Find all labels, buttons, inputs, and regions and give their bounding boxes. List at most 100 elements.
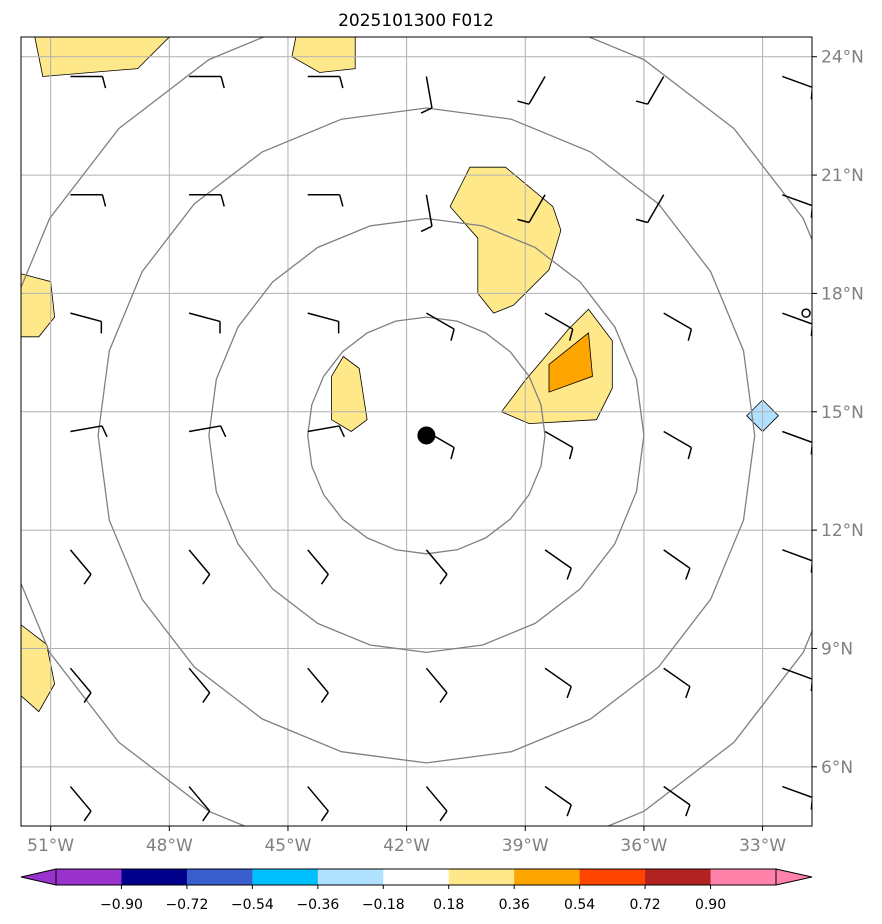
wind-barb <box>188 549 211 585</box>
colorbar-extend-low <box>20 868 57 886</box>
lon-tick-label: 45°W <box>264 836 311 856</box>
filled-region-outline-7 <box>21 624 56 713</box>
filled-region-1 <box>291 37 356 73</box>
wind-barb <box>307 312 340 334</box>
colorbar-segment <box>186 869 253 885</box>
latitude-ticks: 6°N 9°N 12°N 15°N 18°N 21°N 24°N <box>812 48 864 778</box>
colorbar-tick-label: −0.90 <box>100 897 143 913</box>
longitude-ticks: 51°W 48°W 45°W 42°W 39°W 36°W 33°W <box>27 826 786 856</box>
filled-region-outline-5 <box>331 355 368 432</box>
calm-circle <box>801 308 811 318</box>
colorbar-segment <box>448 869 515 885</box>
colorbar-tick-label: −0.72 <box>165 897 208 913</box>
filled-region-5 <box>331 356 368 432</box>
wind-barb <box>782 75 812 100</box>
colorbar-tick-label: −0.54 <box>231 897 274 913</box>
wind-barb <box>782 667 812 692</box>
wind-barb <box>663 430 693 460</box>
wind-barb <box>189 194 225 207</box>
wind-barb <box>426 312 455 341</box>
wind-barb <box>663 549 691 580</box>
wind-barb <box>544 312 574 341</box>
center-marker <box>417 426 436 445</box>
wind-barb <box>420 76 433 114</box>
lat-tick-label: 6°N <box>821 758 853 778</box>
wind-barb <box>70 425 108 438</box>
wind-barb <box>544 667 572 699</box>
map-layer <box>21 37 812 826</box>
filled-region-7 <box>21 624 55 712</box>
filled-region-6 <box>21 273 55 337</box>
range-ring-0 <box>307 316 546 555</box>
lon-tick-label: 33°W <box>739 836 786 856</box>
filled-contours <box>21 37 779 713</box>
wind-barb <box>544 549 572 580</box>
wind-barb <box>307 75 344 89</box>
colorbar-segment <box>514 869 581 885</box>
wind-barb <box>69 786 92 822</box>
wind-barb <box>663 785 691 817</box>
wind-barbs <box>69 75 812 822</box>
lon-tick-label: 42°W <box>383 836 430 856</box>
wind-barb <box>663 667 691 699</box>
map-frame <box>20 36 813 827</box>
filled-region-outline-4 <box>548 332 593 393</box>
colorbar-frame <box>55 868 777 886</box>
lon-tick-label: 51°W <box>27 836 74 856</box>
wind-barb <box>544 785 572 817</box>
lon-tick-label: 39°W <box>502 836 549 856</box>
filled-region-outline-0 <box>34 37 170 77</box>
colorbar-tick-label: 0.36 <box>499 897 530 913</box>
lat-tick-label: 9°N <box>821 639 853 659</box>
wind-barb <box>425 667 448 703</box>
colorbar-tick-label: 0.18 <box>433 897 464 913</box>
colorbar-segment <box>121 869 188 885</box>
grid-lines <box>21 37 812 826</box>
colorbar-tick-label: 0.90 <box>695 897 726 913</box>
range-ring-3 <box>21 37 812 826</box>
colorbar-segment <box>383 869 450 885</box>
wind-barb <box>70 312 103 334</box>
lat-tick-label: 15°N <box>821 403 864 423</box>
colorbar-segment <box>56 869 122 885</box>
chart-title: 2025101300 F012 <box>338 11 494 31</box>
colorbar-segment <box>579 869 646 885</box>
range-ring-1 <box>208 217 645 654</box>
filled-region-outline-6 <box>21 273 56 338</box>
center-marker-layer <box>417 308 811 445</box>
wind-barb <box>663 312 693 341</box>
wind-barb <box>188 425 227 438</box>
range-rings <box>21 37 812 826</box>
wind-barb <box>70 75 107 89</box>
wind-barb <box>307 786 329 822</box>
wind-barb <box>188 786 211 822</box>
lat-tick-label: 12°N <box>821 521 864 541</box>
colorbar: −0.90 −0.72 −0.54 −0.36 −0.18 0.18 0.36 0.54 0.7… <box>20 868 813 913</box>
lon-tick-label: 48°W <box>146 836 193 856</box>
wind-barb <box>69 549 92 585</box>
filled-region-2 <box>450 167 561 314</box>
wind-barb <box>307 194 344 207</box>
wind-barb <box>307 549 329 585</box>
wind-barb <box>517 76 546 105</box>
wind-barb <box>189 75 225 89</box>
wind-barb <box>425 786 448 822</box>
lat-tick-label: 21°N <box>821 166 864 186</box>
colorbar-segment <box>645 869 712 885</box>
lat-tick-label: 24°N <box>821 48 864 68</box>
wind-barb <box>782 430 812 455</box>
colorbar-tick-label: −0.36 <box>296 897 339 913</box>
wind-barb <box>544 430 574 460</box>
filled-region-outline-2 <box>449 166 562 314</box>
wind-barb <box>188 312 221 334</box>
colorbar-tick-label: −0.18 <box>362 897 405 913</box>
colorbar-segment <box>317 869 384 885</box>
filled-region-outline-1 <box>291 37 356 73</box>
filled-region-outline-3 <box>500 308 613 425</box>
wind-barb <box>420 194 433 233</box>
wind-barb <box>635 76 665 105</box>
filled-region-4 <box>549 332 593 393</box>
lon-tick-label: 36°W <box>620 836 667 856</box>
wind-barb <box>425 549 448 585</box>
